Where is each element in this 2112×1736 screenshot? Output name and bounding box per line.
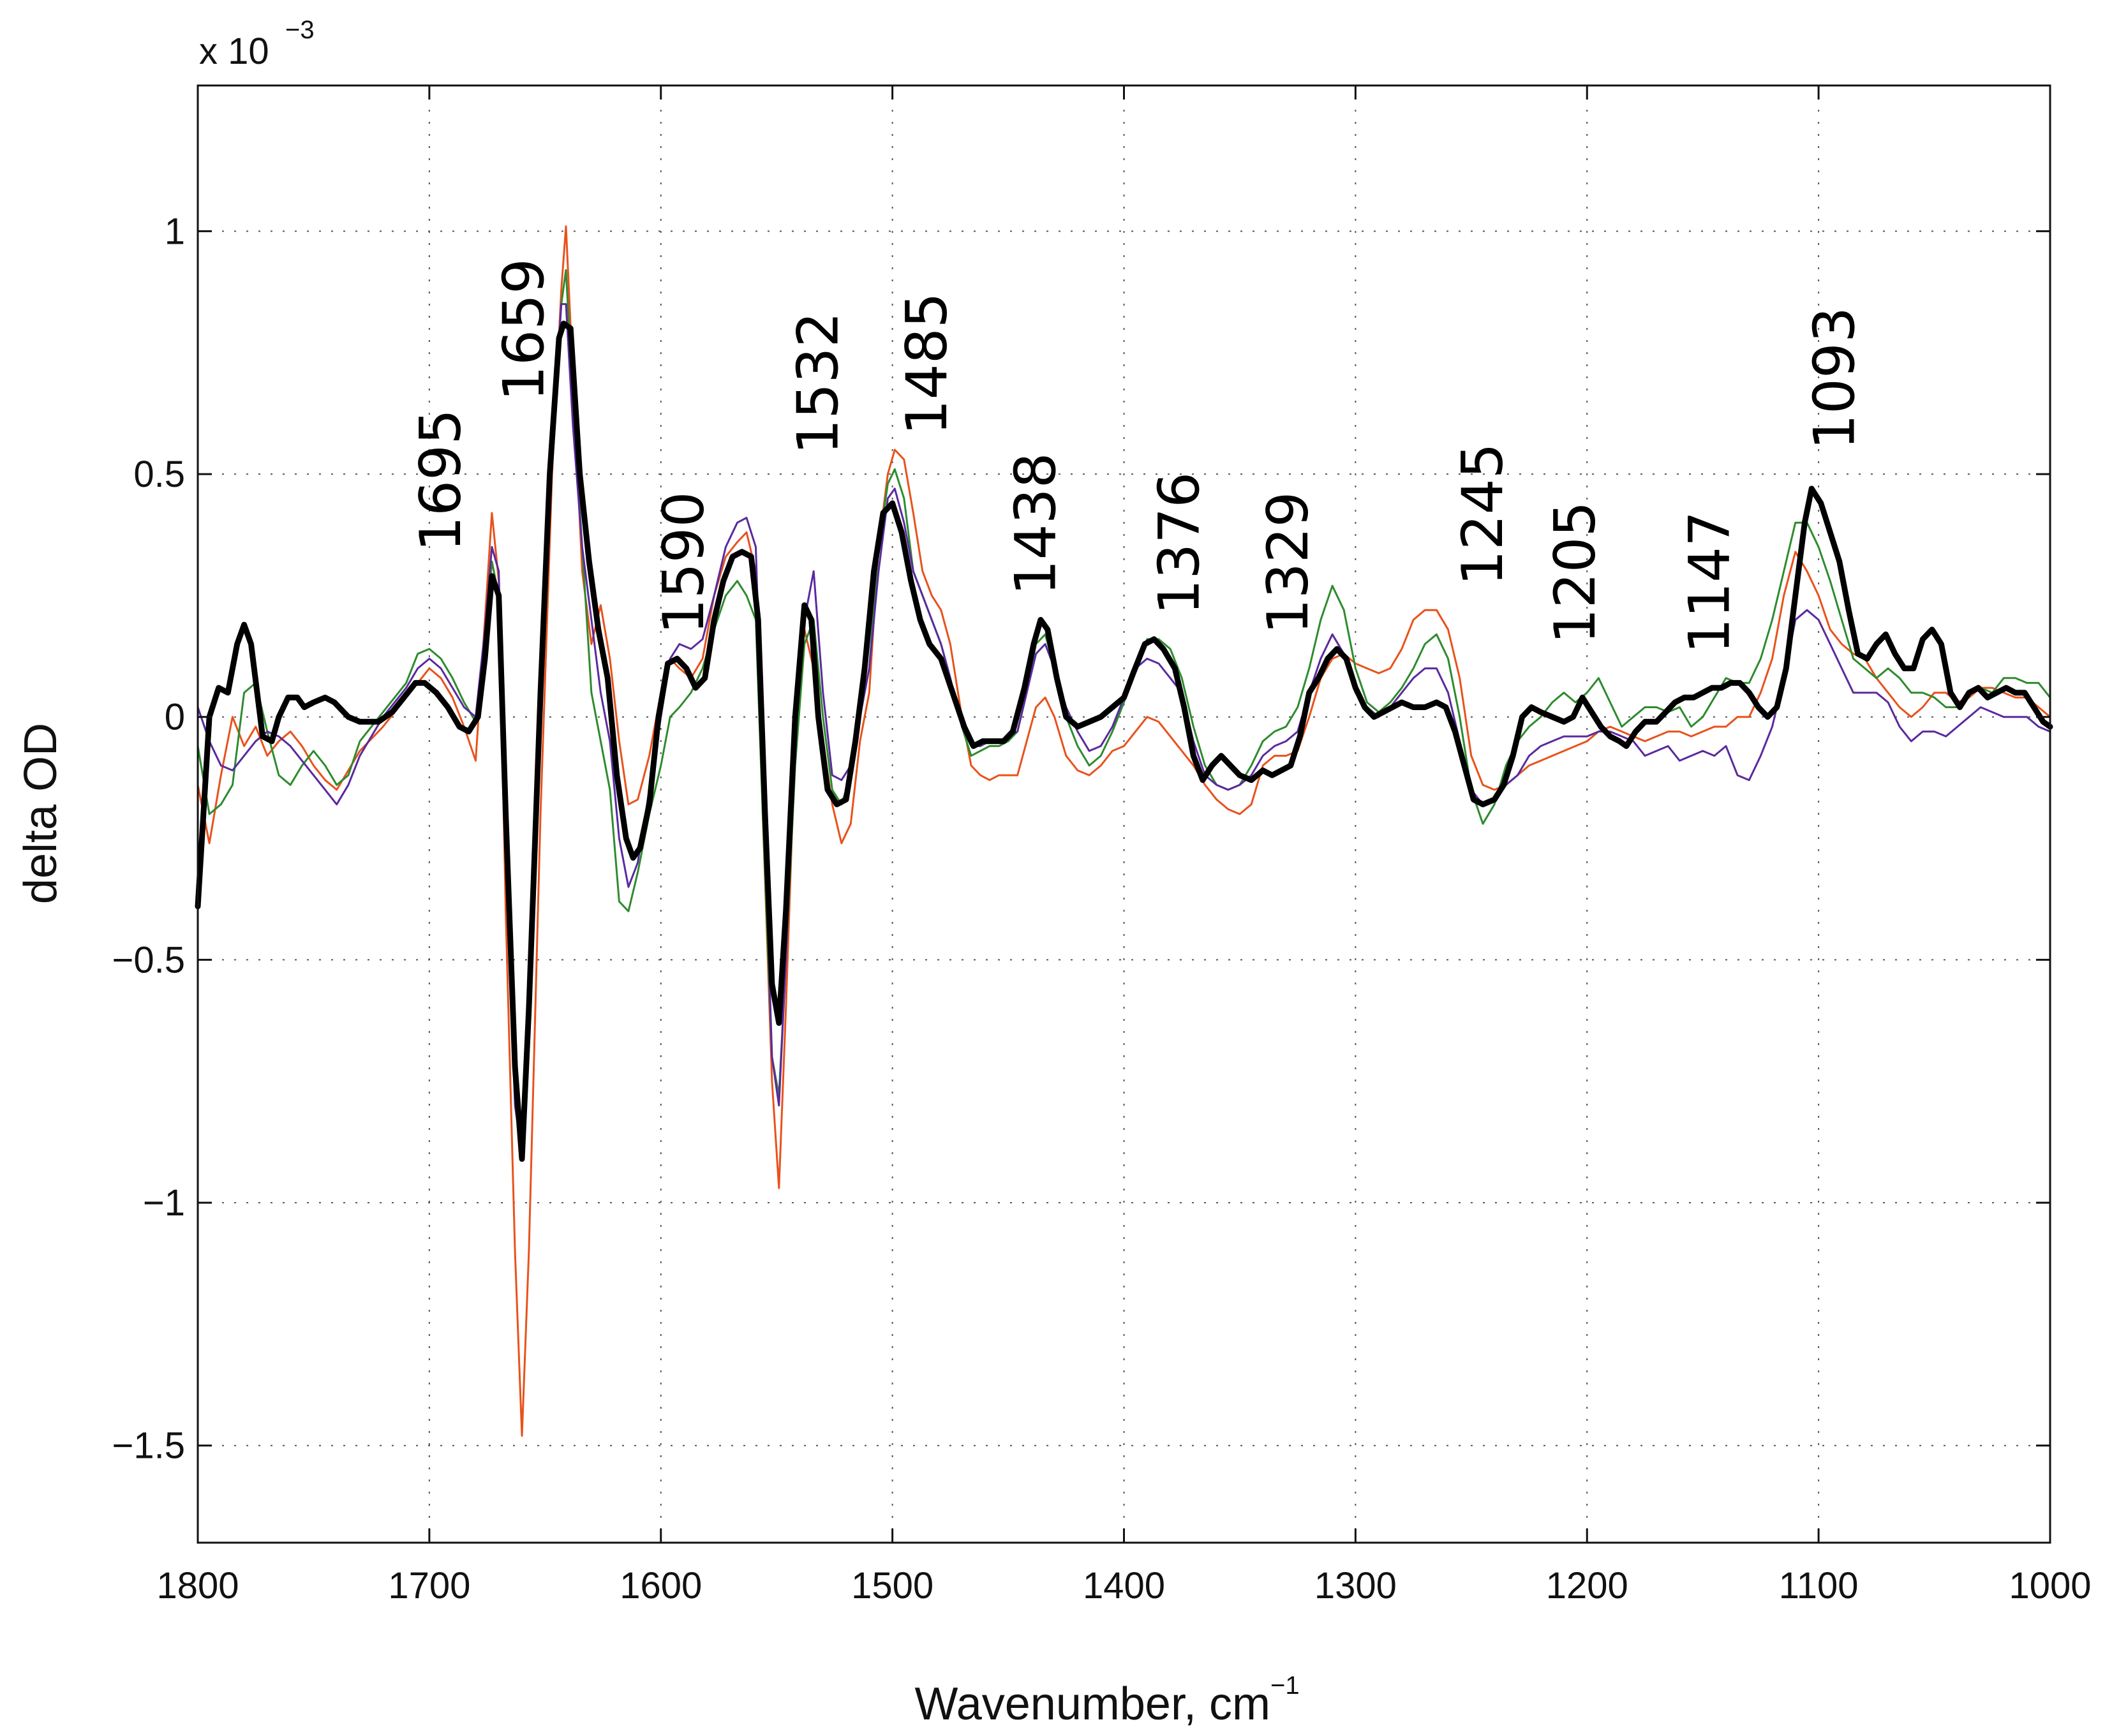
- y-multiplier-base: x 10: [199, 31, 269, 72]
- x-axis-title-superscript: −1: [1270, 1672, 1300, 1700]
- y-multiplier-exponent: −3: [285, 16, 315, 44]
- x-axis-title: Wavenumber, cm−1: [914, 1672, 1299, 1730]
- x-tick-label: 1400: [1083, 1565, 1165, 1606]
- peak-label: 1532: [785, 312, 851, 455]
- y-tick-label: 1: [165, 211, 185, 252]
- peak-label: 1376: [1147, 472, 1212, 615]
- x-tick-label: 1300: [1314, 1565, 1397, 1606]
- x-tick-label: 1200: [1546, 1565, 1628, 1606]
- y-axis-title: delta OD: [15, 723, 66, 904]
- x-tick-label: 1800: [156, 1565, 239, 1606]
- x-tick-label: 1000: [2009, 1565, 2091, 1606]
- x-tick-label: 1600: [620, 1565, 702, 1606]
- peak-label: 1438: [1003, 452, 1069, 595]
- y-tick-label: −0.5: [112, 939, 186, 981]
- peak-label: 1659: [491, 258, 557, 401]
- peak-label: 1245: [1450, 443, 1515, 586]
- x-axis-title-text: Wavenumber, cm: [914, 1679, 1270, 1730]
- peak-label: 1205: [1542, 501, 1608, 644]
- peak-label: 1695: [408, 409, 473, 552]
- peak-label: 1093: [1802, 307, 1868, 450]
- peak-label: 1329: [1255, 491, 1321, 634]
- y-tick-label: 0.5: [133, 454, 185, 495]
- series-group: [195, 225, 2053, 1437]
- series-line-orange: [197, 225, 2051, 1437]
- series-line-black: [195, 320, 2053, 1162]
- axis-ticks: [197, 85, 2051, 1543]
- x-tick-label: 1500: [851, 1565, 933, 1606]
- x-tick-label: 1100: [1779, 1565, 1859, 1606]
- grid-lines: [198, 85, 2050, 1543]
- peak-label: 1147: [1677, 511, 1743, 654]
- y-tick-label: 0: [165, 697, 185, 738]
- peak-label: 1590: [651, 491, 717, 634]
- peak-labels: 1695 1659 1590 1532 1485 1438 1376 1329 1245 1205…: [408, 258, 1868, 654]
- y-tick-labels: −1.5 −1 −0.5 0 0.5 1: [112, 211, 186, 1466]
- y-tick-label: −1.5: [112, 1425, 186, 1467]
- peak-label: 1485: [894, 292, 960, 435]
- y-tick-label: −1: [143, 1182, 185, 1224]
- x-tick-label: 1700: [388, 1565, 470, 1606]
- x-tick-labels: 1800 1700 1600 1500 1400 1300 1200 1100 1000: [156, 1565, 2091, 1606]
